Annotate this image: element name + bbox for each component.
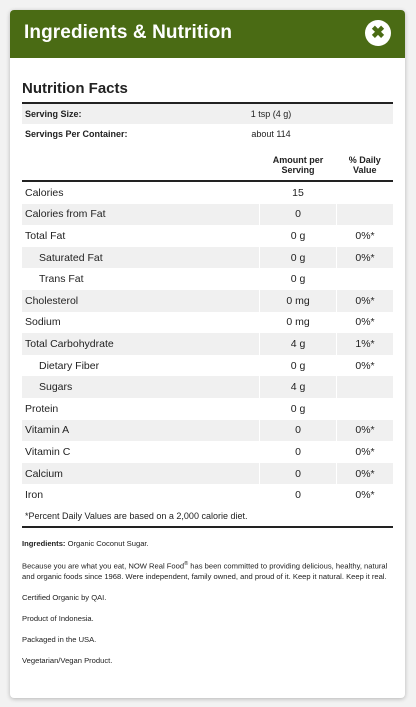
nutrient-amount: 0 g <box>259 397 337 420</box>
nutrient-name: Vitamin A <box>22 419 260 442</box>
nutrient-name: Vitamin C <box>25 445 71 458</box>
nutrient-daily-value: 0%* <box>355 489 375 502</box>
nutrition-table-header: Amount per Serving % Daily Value <box>22 150 393 181</box>
nutrient-amount: 0 <box>259 462 337 485</box>
nutrient-amount: 4 g <box>259 333 337 355</box>
product-info: Ingredients: Organic Coconut Sugar. Beca… <box>22 538 393 667</box>
ingredients-line: Ingredients: Organic Coconut Sugar. <box>22 538 393 549</box>
serving-size-row: Serving Size: 1 tsp (4 g) <box>22 104 393 124</box>
product-of: Product of Indonesia. <box>22 614 94 624</box>
nutrient-amount: 15 <box>259 181 337 204</box>
nutrition-row: Sodium 0 mg 0%* <box>22 311 393 334</box>
nutrient-name: Protein <box>25 402 59 415</box>
modal-title: Ingredients & Nutrition <box>24 22 233 43</box>
nutrient-name: Total Carbohydrate <box>22 333 260 355</box>
brand-paragraph: Because you are what you eat, NOW Real F… <box>22 559 393 583</box>
nutrient-daily-value: 0%* <box>336 289 393 312</box>
nutrient-daily-value <box>337 268 394 290</box>
ingredients-value: Organic Coconut Sugar. <box>67 538 149 548</box>
nutrient-daily-value: 0%* <box>355 359 375 372</box>
nutrition-row: Sugars 4 g <box>22 376 393 398</box>
nutrient-amount: 0 g <box>259 225 337 247</box>
serving-size-value: 1 tsp (4 g) <box>250 109 292 119</box>
nutrient-daily-value: 0%* <box>355 316 375 329</box>
modal-header: Ingredients & Nutrition ✖ <box>10 10 405 58</box>
nutrient-amount: 4 g <box>259 376 337 398</box>
nutrient-name: Trans Fat <box>39 273 84 286</box>
nutrient-name: Cholesterol <box>22 289 260 312</box>
nutrient-daily-value <box>337 181 394 204</box>
ingredients-label: Ingredients: <box>22 538 66 548</box>
nutrient-name: Calcium <box>22 462 260 485</box>
daily-value-footnote: *Percent Daily Values are based on a 2,0… <box>22 506 393 528</box>
nutrition-row: Calcium 0 0%* <box>22 462 393 485</box>
nutrient-daily-value <box>337 398 394 420</box>
nutrient-amount: 0 mg <box>259 289 337 312</box>
nutrition-table: Amount per Serving % Daily Value Calorie… <box>22 150 393 506</box>
servings-per-container-value: about 114 <box>251 129 291 139</box>
serving-size-label: Serving Size: <box>25 109 82 119</box>
nutrient-daily-value <box>336 376 393 398</box>
nutrient-daily-value: 0%* <box>336 419 393 442</box>
vegetarian-note: Vegetarian/Vegan Product. <box>22 656 113 666</box>
nutrient-name: Calories <box>25 186 64 199</box>
brand-paragraph-part2: has been committed to providing deliciou… <box>22 561 388 582</box>
nutrient-name: Sugars <box>22 376 260 398</box>
servings-per-container-row: Servings Per Container: about 114 <box>22 124 393 144</box>
nutrition-row: Vitamin A 0 0%* <box>22 419 393 442</box>
nutrition-row: Total Fat 0 g 0%* <box>22 225 393 247</box>
nutrition-row: Total Carbohydrate 4 g 1%* <box>22 333 393 355</box>
nutrition-row: Protein 0 g <box>22 397 394 420</box>
nutrient-amount: 0 <box>259 419 337 442</box>
registered-mark: ® <box>184 560 189 567</box>
nutrition-row: Calories 15 <box>22 181 393 204</box>
nutrient-daily-value: 0%* <box>336 246 393 269</box>
nutrient-name: Iron <box>25 489 44 502</box>
nutrient-amount: 0 g <box>259 268 337 290</box>
nutrient-amount: 0 <box>259 203 337 226</box>
nutrient-name: Saturated Fat <box>22 246 260 269</box>
nutrient-name: Total Fat <box>25 229 66 242</box>
nutrient-amount: 0 <box>259 441 337 463</box>
nutrient-amount: 0 g <box>259 246 337 269</box>
nutrient-amount: 0 g <box>259 354 337 377</box>
nutrition-facts-title: Nutrition Facts <box>22 80 128 97</box>
divider <box>22 102 393 104</box>
dv-column-header: % Daily Value <box>348 155 381 175</box>
nutrition-row: Vitamin C 0 0%* <box>22 441 393 463</box>
brand-paragraph-part1: Because you are what you eat, NOW Real F… <box>22 561 185 571</box>
certified-organic: Certified Organic by QAI. <box>22 593 107 603</box>
nutrient-daily-value <box>336 203 393 226</box>
nutrition-row: Dietary Fiber 0 g 0%* <box>22 354 393 377</box>
amount-column-header: Amount per Serving <box>272 155 324 175</box>
nutrient-daily-value: 0%* <box>336 462 393 485</box>
nutrient-daily-value: 0%* <box>355 229 375 242</box>
nutrition-row: Cholesterol 0 mg 0%* <box>22 289 393 312</box>
nutrition-row: Trans Fat 0 g <box>22 268 393 290</box>
close-icon[interactable]: ✖ <box>365 20 391 46</box>
nutrition-row: Iron 0 0%* <box>22 484 393 506</box>
nutrition-row: Calories from Fat 0 <box>22 203 393 226</box>
nutrient-daily-value: 1%* <box>336 333 393 355</box>
nutrient-name: Sodium <box>25 316 61 329</box>
nutrition-modal: Ingredients & Nutrition ✖ Nutrition Fact… <box>10 10 405 698</box>
nutrition-row: Saturated Fat 0 g 0%* <box>22 246 393 269</box>
nutrient-name: Dietary Fiber <box>39 359 100 372</box>
nutrient-amount: 0 <box>259 484 337 506</box>
nutrient-daily-value: 0%* <box>355 445 375 458</box>
nutrient-name: Calories from Fat <box>22 203 260 226</box>
servings-per-container-label: Servings Per Container: <box>25 129 128 139</box>
nutrient-amount: 0 mg <box>259 311 337 334</box>
modal-body: Nutrition Facts Serving Size: 1 tsp (4 g… <box>10 78 405 666</box>
nutrient-column-header <box>22 150 260 181</box>
packaged-in: Packaged in the USA. <box>22 635 97 645</box>
